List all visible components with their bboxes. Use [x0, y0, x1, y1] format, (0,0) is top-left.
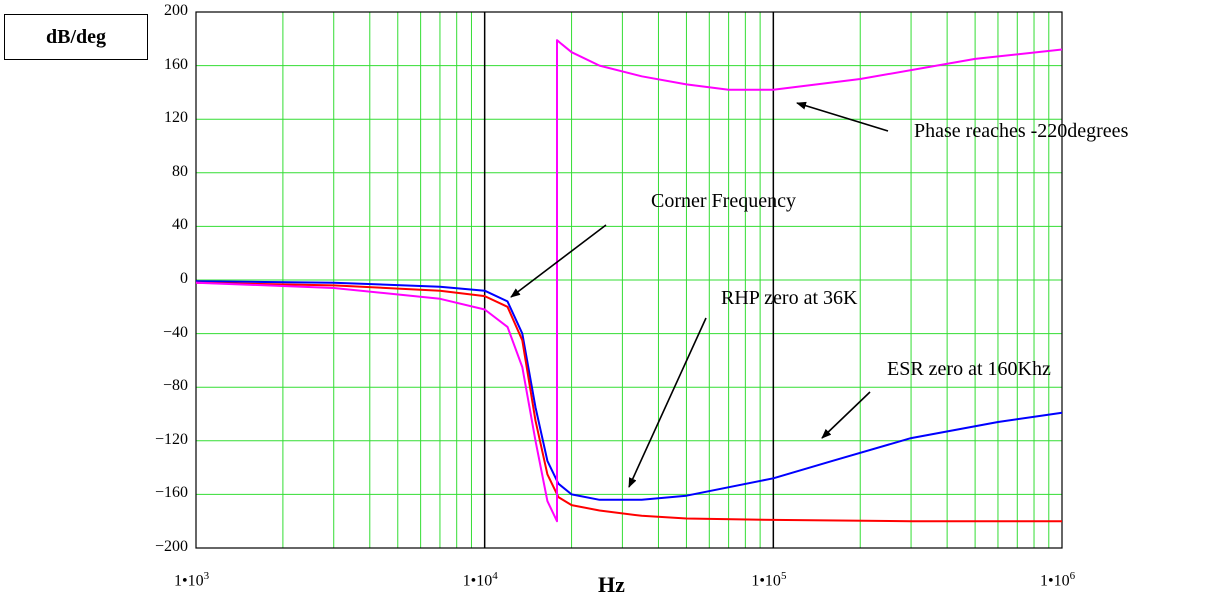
- x-tick-label: 1•106: [1040, 570, 1076, 590]
- x-tick-label: 1•104: [462, 570, 498, 590]
- y-tick-label: −160: [154, 484, 188, 502]
- y-tick-label: 120: [164, 109, 188, 127]
- y-tick-label: 80: [172, 162, 188, 180]
- y-tick-label: −200: [154, 538, 188, 555]
- series-line-2: [195, 39, 1063, 523]
- y-axis-label: dB/deg: [4, 14, 148, 60]
- annotation-rhp-zero: RHP zero at 36K: [721, 287, 858, 309]
- y-tick-label: −120: [154, 430, 188, 448]
- arrow-phase: [796, 101, 889, 132]
- arrow-corner-frequency: [510, 224, 607, 298]
- annotation-arrows: [510, 101, 889, 488]
- series-layer: [195, 39, 1063, 523]
- annotation-esr-zero: ESR zero at 160Khz: [887, 358, 1051, 380]
- y-tick-label: −80: [162, 377, 188, 395]
- plot-frame: [195, 11, 1063, 549]
- series-line-1: [195, 281, 1062, 523]
- grid-major: [483, 12, 775, 548]
- y-tick-label: 0: [180, 270, 188, 287]
- y-tick-label: 160: [164, 55, 188, 73]
- y-tick-label: 40: [172, 216, 188, 234]
- arrow-esr-zero: [821, 391, 871, 439]
- x-tick-label: 1•105: [751, 570, 787, 590]
- x-axis-label: Hz: [598, 572, 625, 597]
- y-tick-label: −40: [162, 323, 188, 341]
- series-line-0: [195, 280, 1063, 501]
- x-tick-label: 1•103: [174, 570, 210, 590]
- annotation-phase: Phase reaches -220degrees: [914, 120, 1129, 142]
- grid-minor: [196, 12, 1062, 548]
- y-tick-label: 200: [164, 2, 188, 19]
- annotation-corner-frequency: Corner Frequency: [651, 190, 796, 212]
- arrow-rhp-zero: [628, 317, 707, 488]
